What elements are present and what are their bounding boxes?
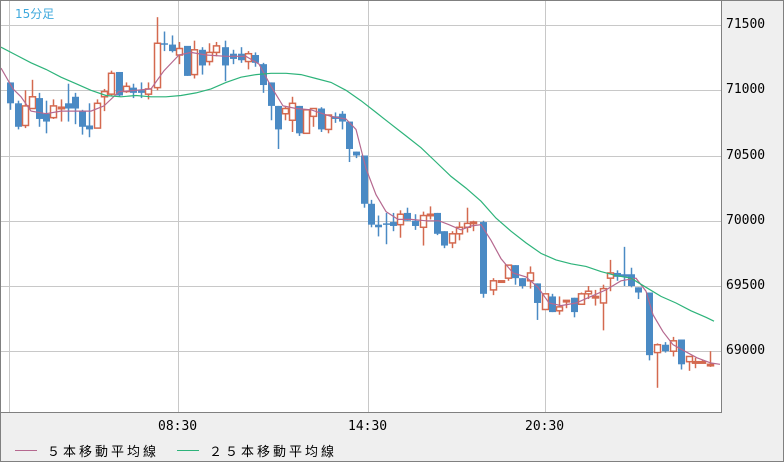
candlestick-chart [1, 1, 721, 412]
price-tick-label: 69000 [726, 342, 766, 358]
time-tick-label: 14:30 [348, 419, 388, 434]
price-tick-label: 69500 [726, 277, 766, 293]
legend: ５本移動平均線 ２５本移動平均線 [15, 441, 355, 460]
legend-label-ma25: ２５本移動平均線 [209, 445, 338, 460]
time-tick-label: 20:30 [525, 419, 565, 434]
legend-item-ma25: ２５本移動平均線 [177, 441, 337, 460]
time-tick-label: 08:30 [158, 419, 198, 434]
legend-label-ma5: ５本移動平均線 [47, 445, 160, 460]
price-tick-label: 70500 [726, 147, 766, 163]
plot-area[interactable]: 15分足 [1, 1, 722, 413]
price-tick-label: 71500 [726, 16, 766, 32]
price-tick-label: 70000 [726, 212, 766, 228]
ma5-line-swatch-icon [15, 450, 37, 451]
timeframe-label: 15分足 [15, 7, 55, 21]
price-tick-label: 71000 [726, 81, 766, 97]
ma25-line-swatch-icon [177, 450, 200, 451]
legend-item-ma5: ５本移動平均線 [15, 441, 159, 460]
